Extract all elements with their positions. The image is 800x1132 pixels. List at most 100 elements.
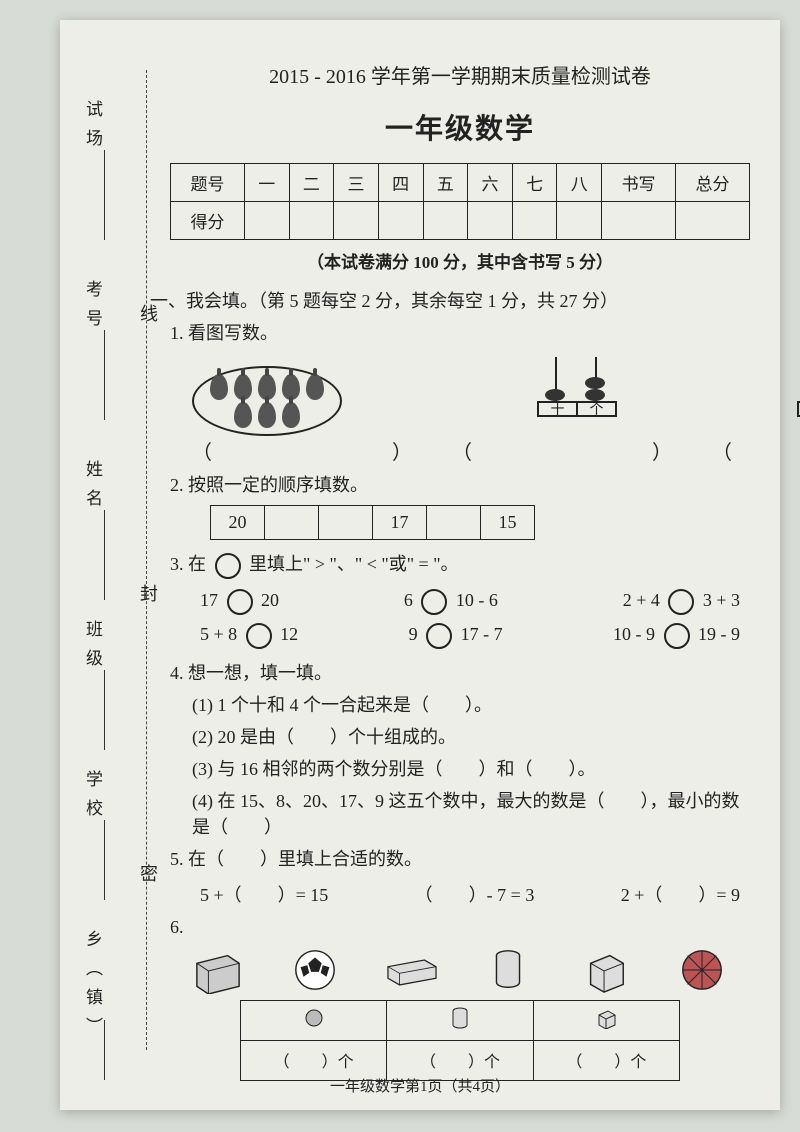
abacus-frame: 十 个 [537, 401, 617, 417]
seq-cell: 20 [211, 506, 265, 540]
underline [104, 150, 105, 240]
score-header-row: 题号 一 二 三 四 五 六 七 八 书写 总分 [171, 164, 750, 202]
compare-item: 9 17 - 7 [409, 623, 503, 649]
circle-icon [668, 589, 694, 615]
place-label: 十 [539, 403, 578, 415]
abacus-a: 十 个 [527, 351, 627, 431]
q1-label: 1. 看图写数。 [170, 319, 750, 345]
cell: 书写 [602, 164, 676, 202]
field-exam-room: 试场 [80, 100, 105, 158]
field-school: 学校 [80, 770, 105, 828]
cell [602, 202, 676, 240]
count-cell [241, 1000, 387, 1040]
circle-icon [664, 623, 690, 649]
cell [334, 202, 379, 240]
unit: 个 [484, 1054, 500, 1071]
seal-char-line: 线 [140, 300, 158, 326]
cell [468, 202, 513, 240]
compare-row: 5 + 8 12 9 17 - 7 10 - 9 19 - 9 [170, 619, 750, 653]
seq-cell: 15 [481, 506, 535, 540]
q5-item: 5 +（ ）= 15 [200, 881, 328, 907]
cylinder-icon [451, 1006, 469, 1030]
cell: 七 [512, 164, 557, 202]
seq-cell [427, 506, 481, 540]
cube-icon [576, 946, 634, 994]
shape-row [170, 946, 750, 994]
egg-icon [210, 374, 228, 400]
q5-row: 5 +（ ）= 15 （ ）- 7 = 3 2 +（ ）= 9 [170, 877, 750, 911]
compare-item: 17 20 [200, 589, 279, 615]
q4-item: (4) 在 15、8、20、17、9 这五个数中，最大的数是（ ），最小的数是（… [192, 787, 750, 839]
cell [423, 202, 468, 240]
exam-title-line: 2015 - 2016 学年第一学期期末质量检测试卷 [170, 60, 750, 89]
cell: 二 [289, 164, 334, 202]
q4-item: (3) 与 16 相邻的两个数分别是（ ）和（ ）。 [192, 755, 750, 781]
egg-icon [234, 402, 252, 428]
circle-icon [246, 623, 272, 649]
circle-icon [215, 553, 241, 579]
q4-item: (1) 1 个十和 4 个一合起来是（ ）。 [192, 691, 750, 717]
compare-item: 5 + 8 12 [200, 623, 298, 649]
q5-item: （ ）- 7 = 3 [415, 881, 535, 907]
full-mark-note: （本试卷满分 100 分，其中含书写 5 分） [170, 248, 750, 273]
q5-label: 5. 在（ ）里填上合适的数。 [170, 845, 750, 871]
q1-figures: （ ） 十 个 （ ） [192, 351, 750, 465]
cell: 一 [244, 164, 289, 202]
exam-subject: 一年级数学 [170, 107, 750, 147]
unit: 个 [630, 1054, 646, 1071]
score-value-row: 得分 [171, 202, 750, 240]
underline [104, 670, 105, 750]
shape-count-table: （ ）个 （ ）个 （ ）个 [240, 1000, 680, 1081]
compare-row: 17 20 6 10 - 6 2 + 4 3 + 3 [170, 585, 750, 619]
compare-item: 2 + 4 3 + 3 [623, 589, 740, 615]
answer-blank: （ ） [452, 436, 702, 465]
q4-label: 4. 想一想，填一填。 [170, 659, 750, 685]
field-exam-no: 考号 [80, 280, 105, 338]
cube-icon [595, 1007, 617, 1029]
count-cell [533, 1000, 679, 1040]
seal-char-feng: 封 [140, 580, 158, 606]
sequence-table: 20 17 15 [210, 505, 535, 540]
cell [289, 202, 334, 240]
egg-icon [306, 374, 324, 400]
circle-icon [421, 589, 447, 615]
seal-char-mi: 密 [140, 860, 158, 886]
flat-cuboid-icon [383, 946, 441, 994]
q6-label: 6. [170, 917, 750, 938]
cell: 总分 [676, 164, 750, 202]
underline [104, 510, 105, 600]
egg-icon [258, 402, 276, 428]
q2-label: 2. 按照一定的顺序填数。 [170, 471, 750, 497]
circle-icon [426, 623, 452, 649]
underline [104, 1020, 105, 1080]
cell: 题号 [171, 164, 245, 202]
cell [676, 202, 750, 240]
abacus-b: 十 个 [787, 351, 800, 431]
basketball-icon [673, 946, 731, 994]
exam-paper: 线 封 密 试场 考号 姓名 班级 学校 乡（镇） 2015 - 2016 学年… [60, 20, 780, 1110]
cell [378, 202, 423, 240]
underline [104, 820, 105, 900]
page-footer: 一年级数学第1页（共4页） [60, 1075, 780, 1096]
field-town: 乡（镇） [80, 930, 105, 1046]
cell: 八 [557, 164, 602, 202]
answer-blank: （ ） [712, 436, 800, 465]
cell [512, 202, 557, 240]
q3-label: 3. 在 里填上" > "、" < "或" = "。 [170, 550, 750, 579]
count-cell [387, 1000, 533, 1040]
cell [244, 202, 289, 240]
q4-item: (2) 20 是由（ ）个十组成的。 [192, 723, 750, 749]
sphere-icon [304, 1008, 324, 1028]
cell: 六 [468, 164, 513, 202]
seal-dashed-line [146, 70, 147, 1050]
section1-title: 一、我会填。（第 5 题每空 2 分，其余每空 1 分，共 27 分） [150, 287, 750, 313]
seq-cell [265, 506, 319, 540]
cell: 五 [423, 164, 468, 202]
bead-icon [585, 377, 605, 389]
field-class: 班级 [80, 620, 105, 678]
egg-icon [282, 402, 300, 428]
score-table: 题号 一 二 三 四 五 六 七 八 书写 总分 得分 [170, 163, 750, 240]
compare-item: 6 10 - 6 [404, 589, 498, 615]
place-label: 个 [578, 403, 615, 415]
q5-item: 2 +（ ）= 9 [621, 881, 740, 907]
